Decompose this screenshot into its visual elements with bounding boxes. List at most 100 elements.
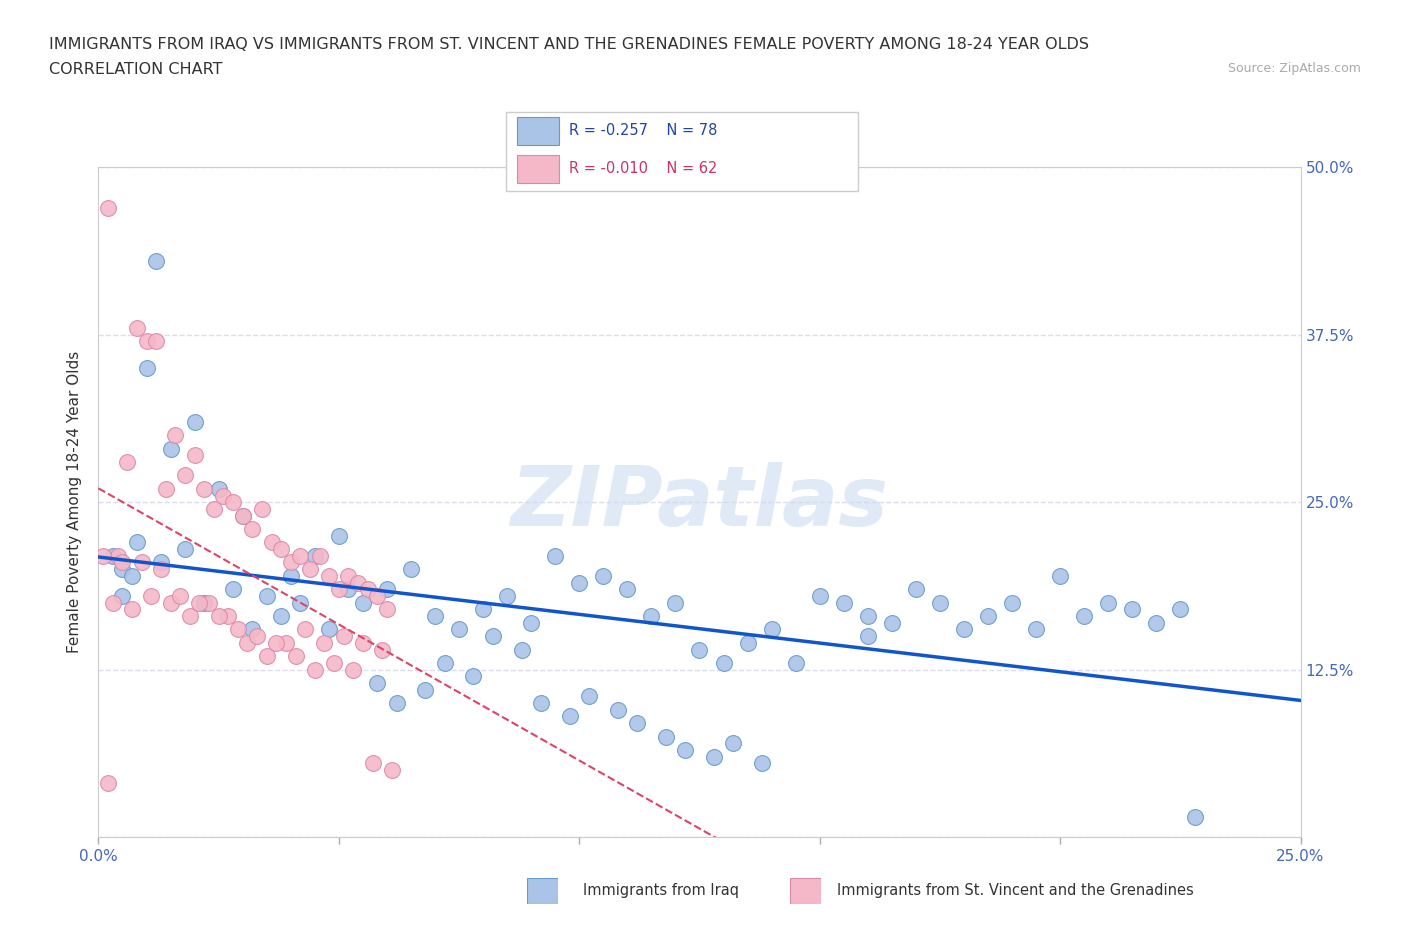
Point (91, 549, 114, 564)
Point (616, 582, 638, 597)
Point (856, 608, 879, 623)
Point (290, 595, 312, 610)
Point (558, 709, 581, 724)
Point (1121, 602, 1143, 617)
Point (337, 582, 360, 597)
Point (174, 468, 197, 483)
Point (626, 716, 648, 731)
Point (1144, 616, 1167, 631)
Point (107, 549, 129, 564)
Text: ZIPatlas: ZIPatlas (510, 461, 889, 543)
Point (664, 595, 686, 610)
Point (222, 495, 245, 510)
Point (640, 608, 662, 623)
Point (347, 575, 370, 590)
Point (880, 616, 903, 631)
Point (198, 595, 221, 610)
Point (463, 669, 485, 684)
Point (328, 528, 350, 543)
Point (240, 522, 263, 537)
Point (1097, 595, 1119, 610)
Point (131, 555, 153, 570)
Point (655, 729, 678, 744)
Text: Immigrants from Iraq: Immigrants from Iraq (583, 884, 740, 898)
Point (472, 602, 495, 617)
Point (371, 642, 394, 657)
Point (314, 635, 336, 650)
Point (183, 448, 205, 463)
Point (953, 622, 976, 637)
Point (266, 635, 288, 650)
Point (117, 455, 139, 470)
Point (737, 635, 759, 650)
Point (415, 683, 437, 698)
Bar (517, 117, 558, 145)
Point (274, 635, 297, 650)
Point (298, 562, 321, 577)
Point (284, 649, 307, 664)
Point (510, 642, 533, 657)
Point (1184, 809, 1206, 824)
Text: CORRELATION CHART: CORRELATION CHART (49, 62, 222, 77)
Point (342, 662, 364, 677)
Point (193, 595, 215, 610)
Point (703, 750, 725, 764)
Point (179, 608, 201, 623)
Point (904, 582, 927, 597)
Point (111, 555, 134, 570)
Point (481, 629, 503, 644)
Point (208, 482, 231, 497)
Point (1049, 568, 1071, 583)
Point (352, 635, 374, 650)
Point (689, 642, 711, 657)
Point (1025, 622, 1047, 637)
Point (568, 575, 591, 590)
Point (159, 441, 181, 456)
Point (260, 535, 283, 550)
Point (280, 568, 302, 583)
Point (101, 549, 124, 564)
Point (236, 635, 259, 650)
Text: R = -0.010    N = 62: R = -0.010 N = 62 (569, 161, 718, 176)
Point (399, 562, 422, 577)
Point (673, 742, 696, 757)
Point (193, 482, 215, 497)
Point (101, 595, 124, 610)
Point (375, 582, 398, 597)
Point (125, 535, 148, 550)
Point (169, 589, 191, 604)
Point (423, 608, 446, 623)
Point (785, 656, 807, 671)
Text: IMMIGRANTS FROM IRAQ VS IMMIGRANTS FROM ST. VINCENT AND THE GRENADINES FEMALE PO: IMMIGRANTS FROM IRAQ VS IMMIGRANTS FROM … (49, 37, 1090, 52)
Point (250, 501, 273, 516)
Point (832, 595, 855, 610)
Point (155, 482, 177, 497)
Y-axis label: Female Poverty Among 18-24 Year Olds: Female Poverty Among 18-24 Year Olds (67, 352, 83, 654)
Point (308, 549, 330, 564)
Point (232, 508, 254, 523)
Point (808, 589, 831, 604)
Point (149, 562, 172, 577)
Bar (517, 155, 558, 182)
FancyBboxPatch shape (506, 112, 858, 191)
Point (856, 629, 879, 644)
Text: R = -0.257    N = 78: R = -0.257 N = 78 (569, 123, 718, 138)
Point (318, 622, 340, 637)
Point (366, 589, 388, 604)
Point (97, 200, 120, 215)
Point (212, 488, 235, 503)
Point (304, 549, 326, 564)
Point (606, 702, 628, 717)
Point (304, 662, 326, 677)
Point (366, 675, 388, 690)
Point (1001, 595, 1024, 610)
Point (433, 656, 456, 671)
Point (222, 582, 245, 597)
Point (578, 689, 600, 704)
Point (135, 334, 157, 349)
Point (721, 736, 744, 751)
Point (323, 656, 346, 671)
Point (713, 656, 735, 671)
Point (530, 696, 553, 711)
Point (1170, 602, 1192, 617)
